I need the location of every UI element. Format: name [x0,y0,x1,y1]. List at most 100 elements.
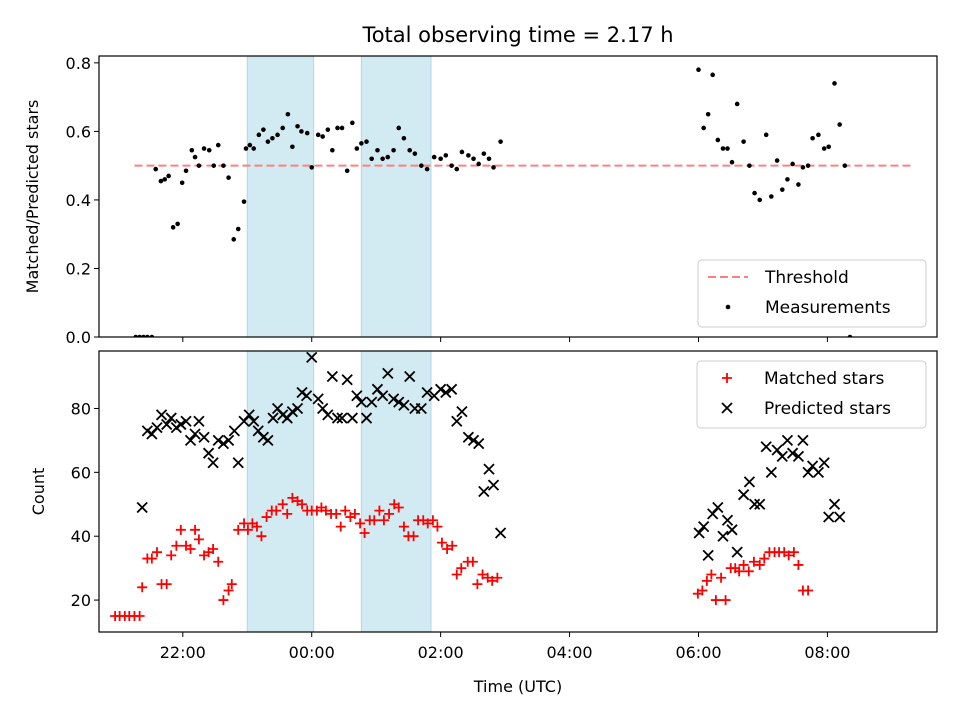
data-point [702,549,714,562]
data-point [299,129,304,134]
data-point [774,158,780,163]
data-point [251,146,257,151]
data-point [487,479,500,491]
data-point [271,505,282,516]
data-point [202,447,215,459]
data-point [134,611,145,622]
x-tick-label: 04:00 [547,643,593,662]
data-point [705,111,711,117]
data-point [304,130,310,136]
data-point [693,527,705,539]
data-point [387,393,400,405]
data-point [349,508,360,519]
data-point [796,182,801,187]
data-point [346,412,358,424]
data-point [295,123,300,129]
data-point [277,499,288,510]
data-point [211,163,217,168]
data-point [375,147,380,153]
data-point [161,579,172,590]
x-tick-label: 02:00 [418,643,464,662]
data-point [162,177,168,182]
data-point [471,156,476,162]
data-point [445,383,458,395]
y-tick-label: 0.6 [66,122,91,141]
data-point [462,431,475,443]
data-point [454,166,460,172]
data-point [359,141,364,146]
data-point [384,508,395,519]
data-point [748,498,761,510]
data-point [498,139,503,144]
data-point [729,159,735,165]
data-point [408,531,419,542]
data-point [242,524,253,535]
data-point [785,177,790,182]
data-point [228,425,241,437]
data-point [715,137,721,143]
data-point [398,399,410,411]
data-point [696,67,701,73]
data-point [407,147,413,153]
y-tick-label: 20 [71,591,91,610]
data-point [137,582,148,593]
data-point [436,537,447,548]
data-point [419,163,424,168]
data-point [449,163,454,168]
data-point [476,161,481,167]
data-point [442,543,453,554]
data-point [697,585,708,596]
data-point [189,147,195,153]
data-point [494,527,507,539]
legend-label: Matched stars [764,369,884,389]
data-point [481,151,487,156]
data-point [320,134,325,139]
data-point [231,237,237,242]
x-tick-label: 22:00 [160,643,206,662]
data-point [432,521,443,532]
data-point [221,163,226,168]
data-point [354,146,360,151]
data-point [262,434,274,447]
data-point [467,556,478,567]
y-tick-label: 80 [71,399,91,418]
data-point [467,434,480,447]
data-point [282,508,293,519]
data-point [424,166,430,172]
data-point [175,418,187,431]
data-point [763,132,769,138]
data-point [153,166,159,172]
data-point [752,190,757,196]
series-predicted-stars [136,351,846,562]
data-point [473,437,485,450]
data-point [747,163,752,168]
data-point [369,515,380,526]
data-point [701,575,712,586]
legend-label: Predicted stars [764,399,891,419]
data-point [712,501,724,514]
data-point [828,498,841,510]
data-point [720,595,731,606]
data-point [175,221,180,227]
data-point [155,409,168,421]
data-point [248,415,260,427]
data-point [344,168,350,174]
legend-label: Threshold [764,268,849,288]
legend-box [697,259,927,328]
data-point [837,122,842,127]
data-point [223,585,234,596]
data-point [380,156,385,162]
data-point [213,556,224,567]
data-point [215,142,221,148]
data-point [285,111,291,117]
x-tick-label: 00:00 [289,643,335,662]
data-point [341,374,353,386]
data-point [326,370,338,383]
data-point [435,383,447,395]
data-point [759,553,770,564]
data-point [748,556,759,567]
data-point [412,151,418,156]
data-point [146,553,157,564]
data-point [803,585,814,596]
data-point [797,434,809,447]
